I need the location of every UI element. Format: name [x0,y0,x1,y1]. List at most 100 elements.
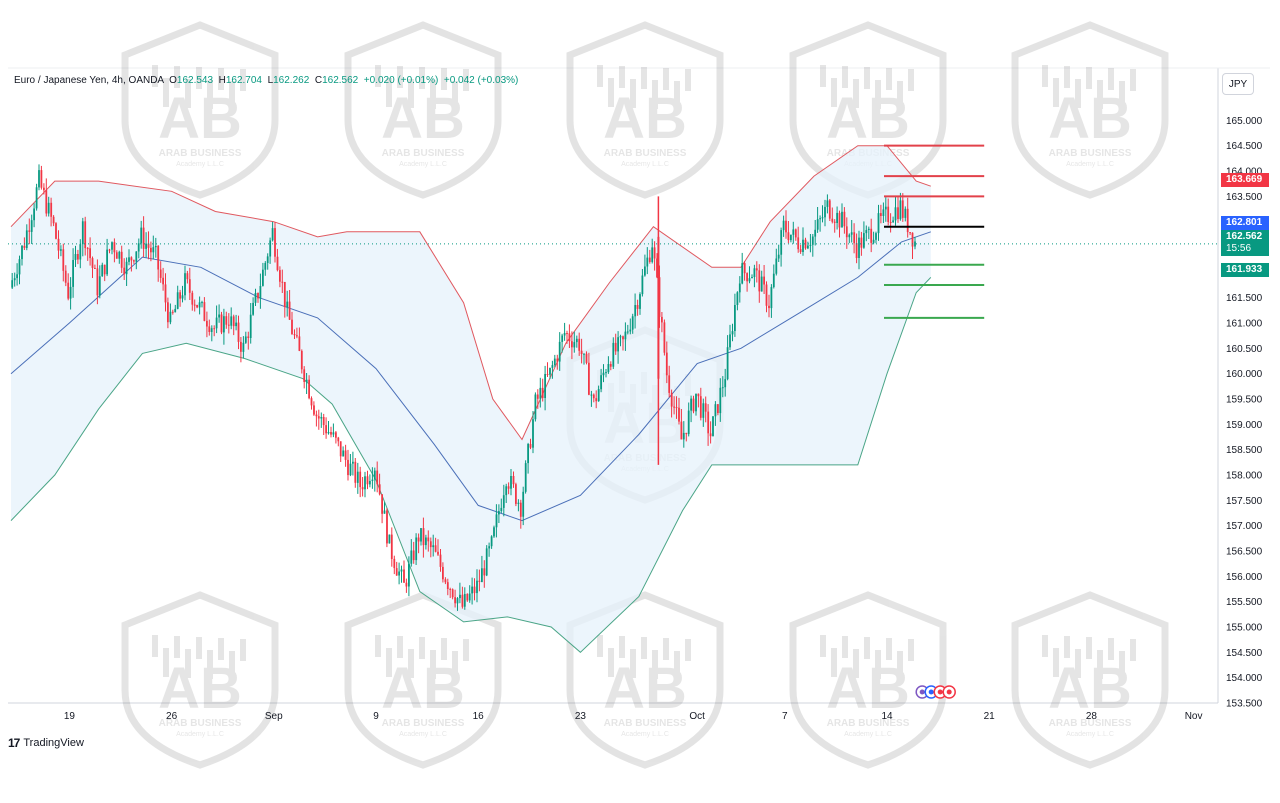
candle-body [313,405,315,415]
tradingview-branding[interactable]: 17 TradingView [8,736,84,750]
price-tick-label: 164.000 [1226,167,1263,178]
watermark-candle-icon [397,66,403,88]
time-tick-label: Oct [689,711,705,722]
candle-body [244,336,247,343]
candle-body [468,593,471,601]
watermark-candle-icon [1042,635,1048,657]
watermark-candle-icon [419,67,425,89]
candle-body [320,417,323,419]
currency-button[interactable]: JPY [1222,73,1254,95]
symbol-title: Euro / Japanese Yen, 4h, OANDA [14,75,164,86]
watermark-candle-icon [218,638,224,660]
candle-body [772,273,775,288]
watermark-candle-icon [619,636,625,658]
candle-body [157,246,160,270]
watermark-candle-icon [430,80,436,109]
candle-body [729,334,731,348]
open-label: O [169,75,177,86]
candle-body [281,281,284,283]
watermark-candle-icon [831,648,837,677]
candle-body [522,491,525,517]
candle-body [247,336,250,338]
watermark-candle-icon [630,649,636,678]
time-tick-label: Nov [1185,711,1203,722]
watermark-name: ARAB BUSINESS [159,148,242,159]
candle-body [695,393,697,412]
candle-body [145,243,147,249]
candle-body [193,304,196,306]
watermark-candle-icon [853,79,859,108]
candle-body [845,226,848,238]
candle-body [848,234,851,238]
candle-body [819,218,821,220]
candle-body [235,322,237,327]
candle-body [870,228,873,243]
watermark-letters: AB [603,656,687,721]
candle-body [524,463,527,492]
candle-body [152,247,155,253]
watermark-candle-icon [842,66,848,88]
candle-body [887,206,890,222]
candle-body [230,316,233,326]
candle-body [252,302,254,315]
candle-body [889,222,892,223]
candle-body [395,568,398,576]
candle-body [544,374,546,398]
candle-body [408,563,410,587]
candle-body [240,341,242,352]
candle-body [249,314,252,338]
watermark-name: ARAB BUSINESS [604,718,687,729]
watermark-candle-icon [408,649,414,678]
candle-body [279,270,281,282]
watermark-candle-icon [1119,81,1125,110]
price-tick-label: 164.500 [1226,141,1263,152]
candle-body [532,419,534,448]
candle-body [364,476,366,490]
watermark-name: ARAB BUSINESS [1049,718,1132,729]
bollinger-lower-line [10,277,932,653]
candle-body [400,569,403,572]
candle-body [622,336,624,340]
candle-body [378,484,381,495]
candle-body [826,200,829,207]
candle-body [751,277,753,279]
middle-band-value: 162.801 [1226,217,1263,228]
watermark-candle-icon [897,81,903,110]
candle-body [575,338,578,343]
candle-body [872,239,875,243]
candle-body [86,248,89,250]
watermark-letters: AB [603,86,687,151]
candle-body [906,208,909,233]
candle-body [897,207,899,219]
chart-header: Euro / Japanese Yen, 4h, OANDA O162.543 … [14,75,518,86]
candle-body [266,256,269,263]
watermark-name: ARAB BUSINESS [382,718,465,729]
change-value: +0.020 (+0.01%) [363,75,439,86]
candle-body [30,220,33,232]
candle-body [702,403,705,418]
bar-countdown: 15:56 [1226,243,1252,254]
candle-body [454,597,456,604]
candle-body [429,541,432,548]
watermark-candle-icon [240,639,246,661]
candle-body [619,336,622,338]
candle-body [43,187,45,191]
candle-body [315,414,318,417]
candle-body [52,216,55,224]
candle-body [176,292,179,309]
watermark-candle-icon [375,635,381,657]
candle-body [624,331,627,340]
price-tick-label: 159.000 [1226,420,1263,431]
candle-body [91,258,94,268]
candle-body [880,213,882,216]
candle-body [539,387,542,399]
candle-body [398,571,400,576]
candle-body [680,421,683,440]
candle-body [629,329,632,332]
price-tick-label: 157.500 [1226,496,1263,507]
watermark-candle-icon [196,67,202,89]
candle-body [765,284,768,306]
candle-body [369,481,371,485]
price-tick-label: 156.000 [1226,572,1263,583]
